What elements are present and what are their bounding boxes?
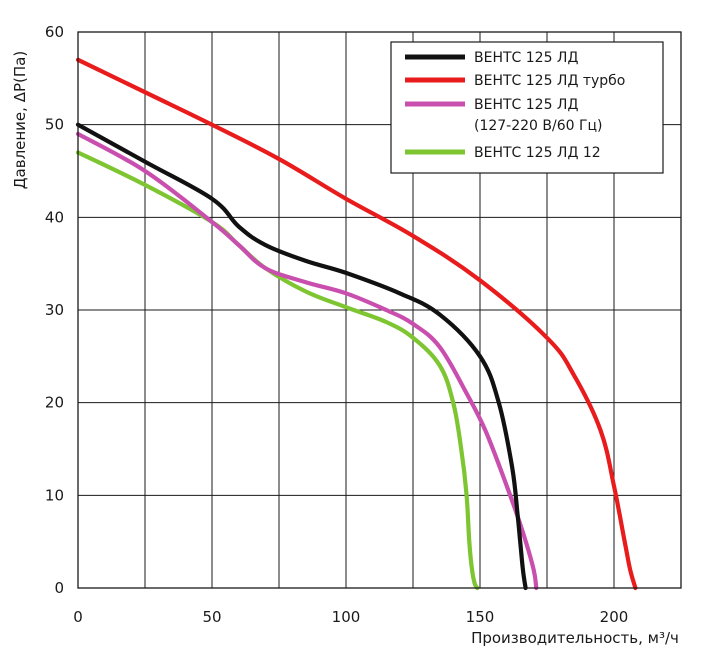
series-line-3 bbox=[75, 131, 539, 591]
legend-label: ВЕНТС 125 ЛД bbox=[474, 50, 578, 66]
y-tick-label: 0 bbox=[54, 579, 64, 597]
y-tick-label: 50 bbox=[45, 116, 64, 134]
legend-label: (127-220 В/60 Гц) bbox=[474, 118, 603, 134]
series-group bbox=[75, 57, 638, 591]
y-tick-label: 60 bbox=[45, 23, 64, 41]
tick-labels: 0 50 100 150 200 0 10 20 30 40 50 60 bbox=[45, 23, 628, 626]
plot-frame bbox=[77, 31, 682, 589]
y-tick-label: 40 bbox=[45, 208, 64, 226]
legend-label: ВЕНТС 125 ЛД турбо bbox=[474, 73, 625, 89]
x-tick-label: 150 bbox=[466, 608, 495, 626]
x-tick-label: 0 bbox=[73, 608, 83, 626]
series-line-2 bbox=[75, 57, 638, 591]
y-axis-label: Давление, ΔP(Па) bbox=[11, 51, 29, 189]
x-tick-label: 200 bbox=[600, 608, 629, 626]
plot-border bbox=[77, 31, 682, 589]
y-tick-label: 10 bbox=[45, 486, 64, 504]
x-tick-label: 50 bbox=[202, 608, 221, 626]
x-axis-label: Производительность, м³/ч bbox=[471, 629, 679, 647]
y-tick-label: 30 bbox=[45, 301, 64, 319]
legend: ВЕНТС 125 ЛД ВЕНТС 125 ЛД турбо ВЕНТС 125 … bbox=[390, 41, 664, 174]
legend-label: ВЕНТС 125 ЛД 12 bbox=[474, 145, 601, 161]
series-line-1 bbox=[75, 122, 528, 591]
y-tick-label: 20 bbox=[45, 394, 64, 412]
x-tick-label: 100 bbox=[332, 608, 361, 626]
legend-label: ВЕНТС 125 ЛД bbox=[474, 97, 578, 113]
